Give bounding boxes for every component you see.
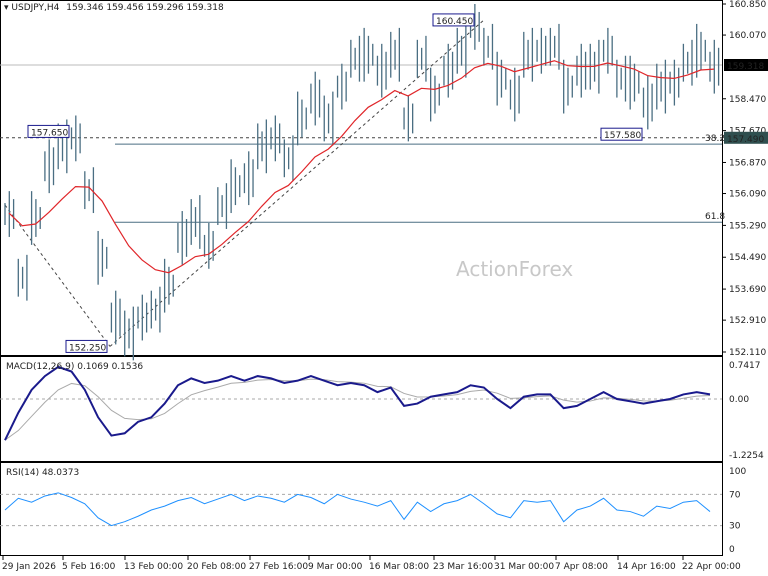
macd-title: MACD(12,26,9) 0.1069 0.1536 [6, 362, 144, 372]
watermark: ActionForex [456, 257, 574, 281]
price-label-box [27, 124, 70, 138]
price-label-box [65, 339, 108, 353]
pane-border [0, 356, 723, 462]
macd-tick-label: -1.2254 [729, 451, 764, 461]
macd-signal-line [4, 378, 711, 441]
price-label: 157.650 [31, 128, 68, 138]
price-label: 157.580 [604, 131, 641, 141]
y-tick-label: 157.670 [729, 127, 766, 137]
rsi-tick-label: 30 [729, 522, 741, 532]
x-tick-label: 31 Mar 00:00 [494, 562, 554, 572]
rsi-title: RSI(14) 48.0373 [6, 468, 80, 478]
y-tick-label: 156.090 [729, 190, 766, 200]
trend-line [4, 204, 111, 347]
y-tick-label: 152.110 [729, 348, 766, 358]
y-tick-label: 154.490 [729, 253, 766, 263]
x-tick-label: 22 Apr 00:00 [682, 562, 741, 572]
macd-tick-label: 0.7417 [729, 361, 761, 371]
pane-border [0, 0, 723, 356]
y-tick-label: 152.910 [729, 316, 766, 326]
y-tick-label: 160.070 [729, 31, 766, 41]
price-tag-label: 159.318 [727, 62, 764, 72]
y-tick-label: 155.290 [729, 221, 766, 231]
y-tick-label: 158.470 [729, 95, 766, 105]
x-tick-label: 29 Jan 2026 [2, 562, 56, 572]
macd-line [4, 365, 711, 441]
rsi-tick-label: 100 [729, 467, 746, 477]
x-tick-label: 5 Feb 16:00 [62, 562, 116, 572]
price-label-box [600, 127, 643, 141]
fib-label: 61.8 [705, 212, 725, 222]
x-tick-label: 20 Feb 08:00 [187, 562, 246, 572]
pane-border [0, 462, 723, 556]
price-tag-label: 157.490 [727, 135, 764, 145]
y-tick-label: 153.690 [729, 285, 766, 295]
trend-line [109, 19, 485, 347]
rsi-line [4, 492, 711, 527]
x-tick-label: 9 Mar 00:00 [308, 562, 363, 572]
x-tick-label: 16 Mar 08:00 [369, 562, 429, 572]
rsi-tick-label: 0 [729, 545, 735, 555]
y-tick-label: 156.870 [729, 158, 766, 168]
y-tick-label: 160.850 [729, 0, 766, 10]
price-label-box [432, 13, 475, 27]
macd-tick-label: 0.00 [729, 395, 749, 405]
price-tag [724, 131, 768, 144]
ohlc-values: 159.346 159.456 159.296 159.318 [66, 3, 224, 13]
chart-header: ▾ USDJPY,H4 159.346 159.456 159.296 159.… [4, 3, 224, 13]
x-tick-label: 13 Feb 00:00 [124, 562, 183, 572]
price-tag [724, 58, 768, 71]
x-tick-label: 7 Apr 08:00 [555, 562, 608, 572]
price-label: 160.450 [436, 17, 473, 27]
x-tick-label: 27 Feb 16:00 [249, 562, 308, 572]
symbol-label: USDJPY,H4 [11, 3, 60, 13]
moving-average-line [8, 60, 715, 274]
dropdown-icon[interactable]: ▾ [4, 3, 9, 13]
price-label: 152.250 [69, 343, 106, 353]
x-tick-label: 23 Mar 16:00 [433, 562, 493, 572]
fib-label: 38.2 [705, 134, 725, 144]
rsi-tick-label: 70 [729, 490, 741, 500]
x-tick-label: 14 Apr 16:00 [617, 562, 676, 572]
